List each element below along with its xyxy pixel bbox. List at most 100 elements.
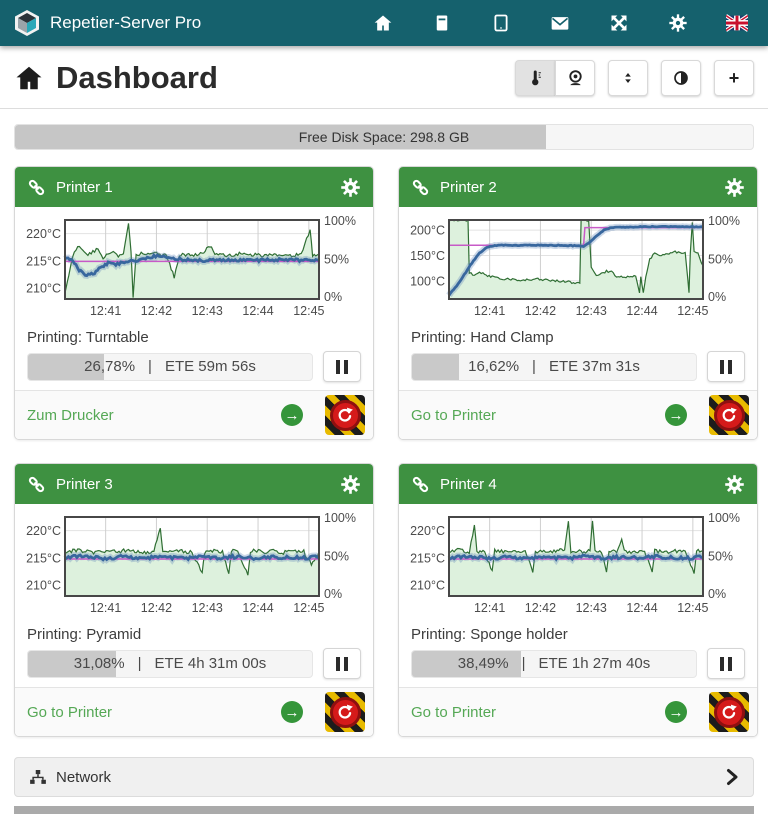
progress-separator: |	[521, 655, 526, 672]
expand-icon[interactable]	[608, 12, 630, 34]
print-progress-label: 38,49% | ETE 1h 27m 40s	[412, 651, 696, 677]
print-progress-bar: 16,62% | ETE 37m 31s	[411, 352, 697, 381]
go-to-printer-link[interactable]: Go to Printer	[411, 406, 497, 424]
progress-separator: |	[137, 655, 142, 672]
page-header: Dashboard	[14, 46, 754, 106]
printer-card-body: 200°C 150°C 100°C 12:41 12:42 12:43 12:44 12:45…	[399, 207, 757, 390]
go-to-printer-arrow-icon[interactable]: →	[665, 701, 687, 723]
resize-icon	[620, 69, 636, 87]
print-progress-fill	[412, 650, 522, 677]
pause-button[interactable]	[707, 648, 745, 679]
printer-card: Printer 4 220°C 215°C 210°C 12:41 12:42 12:43…	[398, 463, 758, 737]
link-icon	[411, 475, 430, 494]
printer-card-header[interactable]: Printer 2	[399, 167, 757, 207]
resize-button[interactable]	[608, 60, 648, 96]
pause-button[interactable]	[707, 351, 745, 382]
svg-text:220°C: 220°C	[26, 524, 61, 538]
view-toggle-group	[515, 60, 595, 96]
progress-row: 26,78% | ETE 59m 56s	[21, 351, 367, 382]
printer-settings-gear-icon[interactable]	[724, 177, 745, 198]
brand-title: Repetier-Server Pro	[50, 13, 202, 32]
printer-settings-gear-icon[interactable]	[724, 474, 745, 495]
navbar-icon-row	[372, 12, 754, 34]
printer-card-header[interactable]: Printer 1	[15, 167, 373, 207]
printer-card-body: 220°C 215°C 210°C 12:41 12:42 12:43 12:44 12:45…	[15, 207, 373, 390]
svg-text:0%: 0%	[708, 290, 726, 304]
print-progress-fill	[412, 353, 460, 380]
go-to-printer-arrow-icon[interactable]: →	[281, 404, 303, 426]
contrast-button[interactable]	[661, 60, 701, 96]
network-label: Network	[56, 768, 112, 786]
network-sitemap-icon	[29, 769, 47, 786]
pause-button[interactable]	[323, 351, 361, 382]
temperature-chart: 220°C 215°C 210°C 12:41 12:42 12:43 12:44 12:45…	[26, 512, 356, 615]
dashboard-home-icon	[14, 63, 44, 93]
svg-text:0%: 0%	[324, 290, 342, 304]
go-to-printer-link[interactable]: Go to Printer	[27, 703, 113, 721]
webcam-view-button[interactable]	[555, 60, 595, 96]
printer-icon[interactable]	[431, 12, 453, 34]
svg-text:0%: 0%	[708, 587, 726, 601]
svg-text:200°C: 200°C	[410, 224, 445, 238]
progress-separator: |	[532, 358, 536, 375]
link-icon	[411, 178, 430, 197]
svg-text:12:43: 12:43	[192, 304, 223, 318]
go-to-printer-link[interactable]: Zum Drucker	[27, 406, 114, 424]
printer-name: Printer 1	[56, 178, 113, 196]
svg-text:220°C: 220°C	[26, 227, 61, 241]
go-to-printer-arrow-icon[interactable]: →	[281, 701, 303, 723]
go-to-printer-link[interactable]: Go to Printer	[411, 703, 497, 721]
svg-text:12:44: 12:44	[626, 601, 657, 615]
printer-card-footer: Go to Printer →	[399, 687, 757, 736]
progress-separator: |	[148, 358, 152, 375]
printer-card-header[interactable]: Printer 4	[399, 464, 757, 504]
emergency-stop-button[interactable]	[325, 692, 365, 732]
svg-text:12:42: 12:42	[525, 601, 556, 615]
emergency-stop-button[interactable]	[709, 692, 749, 732]
tablet-icon[interactable]	[490, 12, 512, 34]
printer-cards-grid: Printer 1 220°C 215°C 210°C 12:41 12:42 12:43…	[14, 166, 758, 737]
link-icon	[27, 475, 46, 494]
emergency-stop-button[interactable]	[709, 395, 749, 435]
thermometer-icon	[527, 68, 545, 88]
emergency-stop-button[interactable]	[325, 395, 365, 435]
contrast-icon	[672, 69, 690, 87]
svg-text:100%: 100%	[708, 512, 740, 525]
page-bottom-edge	[14, 806, 754, 814]
svg-text:12:42: 12:42	[525, 304, 556, 318]
print-progress-bar: 38,49% | ETE 1h 27m 40s	[411, 649, 697, 678]
page-content: Dashboard	[0, 46, 768, 814]
print-progress-label: 16,62% | ETE 37m 31s	[412, 354, 696, 380]
print-progress-bar: 31,08% | ETE 4h 31m 00s	[27, 649, 313, 678]
svg-text:12:43: 12:43	[576, 601, 607, 615]
printer-card-body: 220°C 215°C 210°C 12:41 12:42 12:43 12:44 12:45…	[15, 504, 373, 687]
home-icon[interactable]	[372, 12, 394, 34]
svg-text:12:42: 12:42	[141, 601, 172, 615]
print-progress-bar: 26,78% | ETE 59m 56s	[27, 352, 313, 381]
thermometer-view-button[interactable]	[515, 60, 555, 96]
svg-text:12:41: 12:41	[474, 601, 505, 615]
svg-text:50%: 50%	[708, 253, 733, 267]
temperature-chart: 220°C 215°C 210°C 12:41 12:42 12:43 12:44 12:45…	[410, 512, 740, 615]
printer-settings-gear-icon[interactable]	[340, 474, 361, 495]
flag-uk-icon[interactable]	[726, 12, 748, 34]
header-toolbar: +	[515, 60, 754, 96]
add-dashboard-button[interactable]: +	[714, 60, 754, 96]
svg-text:210°C: 210°C	[26, 579, 61, 593]
disk-progress-fill	[15, 125, 547, 149]
go-to-printer-arrow-icon[interactable]: →	[665, 404, 687, 426]
printer-settings-gear-icon[interactable]	[340, 177, 361, 198]
svg-text:215°C: 215°C	[410, 551, 445, 565]
svg-text:100%: 100%	[708, 215, 740, 228]
printer-card-header[interactable]: Printer 3	[15, 464, 373, 504]
svg-text:12:42: 12:42	[141, 304, 172, 318]
printer-card-footer: Zum Drucker →	[15, 390, 373, 439]
disk-space-label: Free Disk Space: 298.8 GB	[298, 129, 470, 145]
svg-text:210°C: 210°C	[26, 282, 61, 296]
svg-text:215°C: 215°C	[26, 254, 61, 268]
mail-icon[interactable]	[549, 12, 571, 34]
pause-button[interactable]	[323, 648, 361, 679]
network-panel[interactable]: Network	[14, 757, 754, 797]
emergency-stop-icon	[713, 399, 745, 431]
gear-icon[interactable]	[667, 12, 689, 34]
